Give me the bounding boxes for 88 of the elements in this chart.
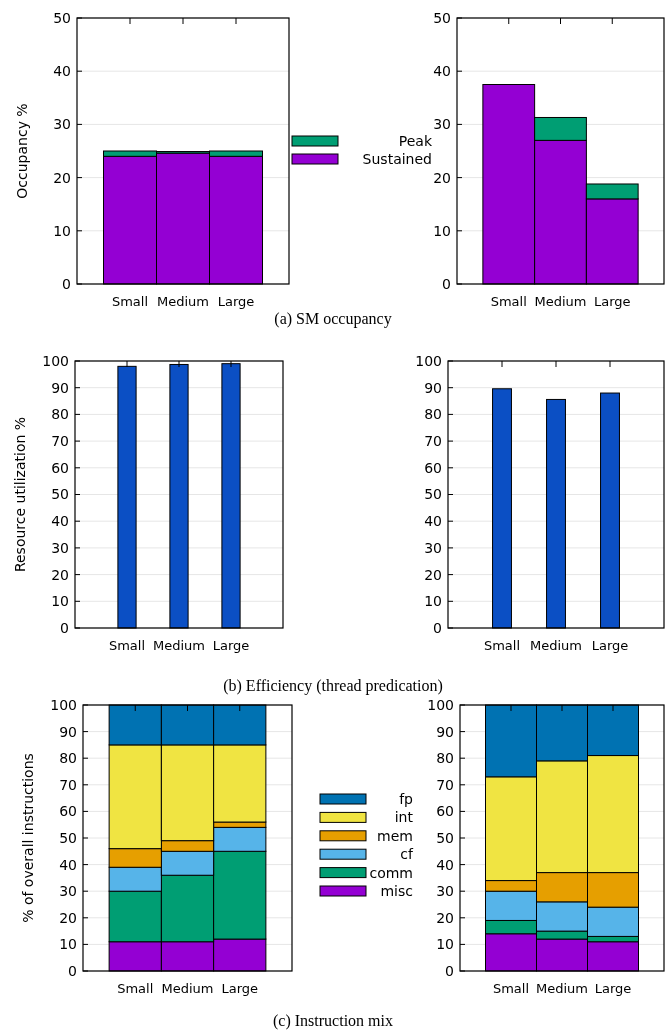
x-tick-label: Large [217,294,255,309]
legend-label: misc [380,882,413,899]
y-tick-label: 80 [436,750,454,767]
legend-label: comm [369,864,413,881]
y-tick-label: 30 [433,116,451,133]
y-tick-label: 0 [68,962,77,979]
y-tick-label: 10 [53,222,71,239]
x-tick-label: Small [111,294,149,309]
x-tick-label: Small [483,638,521,653]
y-tick-label: 70 [424,433,442,449]
y-tick-label: 70 [59,776,77,793]
x-tick-label: Medium [153,638,205,653]
y-tick-label: 90 [59,723,77,740]
y-tick-label: 70 [436,776,454,793]
y-tick-label: 20 [59,909,77,926]
x-tick-label: Large [221,981,259,996]
y-axis-title: Occupancy % [14,103,30,199]
y-tick-label: 0 [445,962,454,979]
y-tick-label: 10 [59,936,77,953]
y-tick-label: 40 [51,513,69,530]
y-tick-label: 10 [51,593,69,610]
y-tick-label: 50 [424,486,442,503]
text: (c) Instruction mix [273,1011,393,1030]
y-tick-label: 90 [436,723,454,740]
legend-label: int [394,809,414,826]
y-tick-label: 30 [59,883,77,900]
x-tick-label: Large [591,638,629,653]
text: Peak [398,132,433,149]
y-tick-label: 10 [424,593,442,610]
text: (b) Efficiency (thread predication) [223,676,443,695]
y-tick-label: 70 [51,433,69,449]
x-tick-label: Small [490,294,527,309]
y-tick-label: 50 [436,829,454,846]
x-tick-label: Large [593,294,631,309]
y-tick-label: 100 [415,352,442,369]
y-tick-label: 30 [424,539,442,556]
x-tick-label: Medium [157,294,209,309]
y-tick-label: 0 [442,275,451,292]
y-tick-label: 20 [53,169,71,186]
y-tick-label: 30 [436,883,454,900]
y-tick-label: 40 [433,63,451,80]
y-tick-label: 50 [433,9,451,26]
y-tick-label: 60 [51,459,69,476]
text: cf [400,846,415,863]
y-tick-label: 40 [424,513,442,530]
y-tick-label: 40 [53,63,71,80]
y-tick-label: 90 [51,379,69,396]
y-tick-label: 10 [433,222,451,239]
y-tick-label: 40 [59,856,77,873]
y-tick-label: 0 [433,619,442,636]
y-tick-label: 100 [50,696,77,713]
legend-label: fp [399,790,414,807]
y-tick-label: 80 [424,406,442,423]
y-tick-label: 100 [42,352,69,369]
y-tick-label: 50 [53,9,71,26]
y-tick-label: 20 [51,566,69,583]
x-tick-label: Small [117,981,154,996]
y-tick-label: 20 [433,169,451,186]
y-tick-label: 100 [427,696,454,713]
y-axis-title: Resource utilization % [12,416,28,573]
y-tick-label: 20 [436,909,454,926]
y-axis-title: % of overall instructions [20,753,36,923]
x-tick-label: Medium [536,981,588,996]
y-tick-label: 80 [59,750,77,767]
y-tick-label: 30 [51,539,69,556]
text: (a) SM occupancy [274,309,392,328]
y-tick-label: 40 [436,856,454,873]
y-tick-label: 50 [51,486,69,503]
x-tick-label: Medium [161,981,214,996]
x-tick-label: Medium [534,294,587,309]
legend-label: mem [377,827,413,844]
y-tick-label: 80 [51,406,69,423]
y-tick-label: 50 [59,829,77,846]
x-tick-label: Small [492,981,530,996]
y-tick-label: 0 [60,619,69,636]
y-tick-label: 10 [436,936,454,953]
y-tick-label: 90 [424,379,442,396]
x-tick-label: Small [108,638,146,653]
y-tick-label: 60 [424,459,442,476]
x-tick-label: Medium [530,638,582,653]
legend-label: Sustained [362,150,432,167]
x-tick-label: Large [212,638,250,653]
y-tick-label: 20 [424,566,442,583]
y-tick-label: 30 [53,116,71,133]
y-tick-label: 60 [436,803,454,820]
x-tick-label: Large [594,981,632,996]
y-tick-label: 60 [59,803,77,820]
y-tick-label: 0 [62,275,71,292]
